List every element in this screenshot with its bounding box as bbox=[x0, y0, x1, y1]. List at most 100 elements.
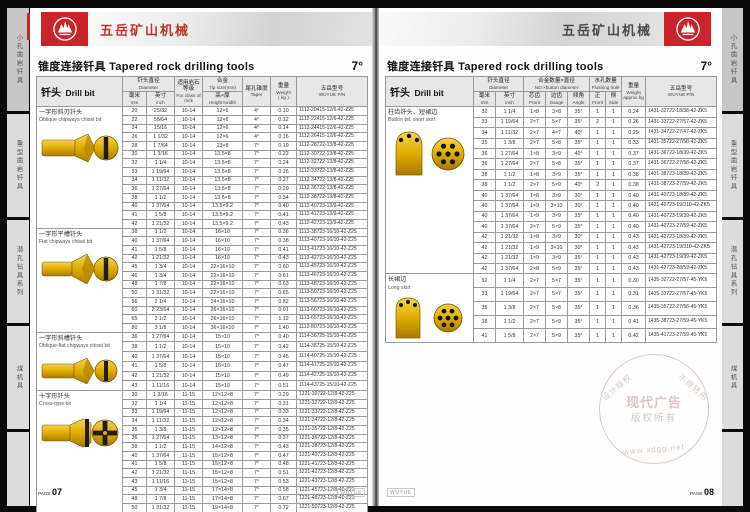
table-cell: 7° bbox=[242, 331, 272, 343]
table-cell: 13.5×8 bbox=[202, 158, 244, 168]
table-cell: 1 11/32 bbox=[145, 175, 176, 186]
table-row: 48 1 7/8 11-15 17×14×8 7° 0.67 1221-48723-12/8… bbox=[37, 494, 369, 504]
table-cell: 10-14 bbox=[174, 351, 204, 362]
table-cell: 7° bbox=[242, 476, 272, 487]
copyright-watermark-stamp: 设计版权 不得转用 现代广告 版权所有 www.xdgg.net bbox=[597, 352, 711, 466]
bit-group-flat-chisel: 一字形平槽钎头 Flat chipways chisel bit bbox=[36, 227, 123, 333]
table-cell: 15×10 bbox=[202, 380, 244, 392]
right-table-body: 柱齿钎头、短裙边 Button bit, short skirt 32 1 1/4 1×… bbox=[385, 106, 718, 344]
table-row: 43 1 11/16 10-14 15×10 7° 0.51 1114-43725-15/1… bbox=[37, 380, 369, 392]
table-cell: 1112-40723-13/9-42-Z25 bbox=[296, 201, 369, 212]
table-cell: 7° bbox=[242, 314, 272, 324]
table-cell: 22×16×10 bbox=[202, 288, 244, 298]
table-cell: 10-14 bbox=[174, 360, 204, 372]
table-cell: 10-14 bbox=[174, 279, 204, 290]
table-row: 一字形斜刃钎头 Oblique chipways chisel bit 20 25/3… bbox=[36, 106, 369, 229]
table-cell: 3×9 bbox=[545, 168, 569, 181]
table-cell: 5×8 bbox=[545, 137, 569, 150]
table-cell: 1 3/8 bbox=[494, 300, 525, 316]
table-cell: 7° bbox=[242, 244, 272, 255]
page-title-text: 锥度连接钎具 Tapered rock drilling tools bbox=[38, 61, 255, 73]
table-cell: 1 bbox=[605, 287, 623, 302]
table-cell: 25/32 bbox=[145, 106, 176, 116]
table-row: 26 1 1/32 10-14 12×6 4° 0.16 1112-26415-12/6-4… bbox=[37, 132, 369, 142]
table-cell: 10-14 bbox=[174, 158, 204, 168]
table-cell: 0.37 bbox=[621, 148, 647, 160]
table-row: 42 1 21/32 10-14 16×10 7° 0.43 1113-42723-16/1… bbox=[37, 253, 369, 264]
table-row: 38 1 1/2 11-15 14×12×8 7° 0.43 1221-38723-12/8… bbox=[37, 442, 369, 452]
table-cell: 7° bbox=[242, 351, 272, 362]
table-cell: 1 bbox=[605, 328, 623, 344]
table-cell: 0.42 bbox=[270, 341, 298, 353]
table-cell: 2×7 bbox=[523, 158, 547, 170]
table-cell: 3×9 bbox=[545, 252, 569, 265]
table-row: 柱齿钎头、短裙边 Button bit, short skirt 32 1 1/4 1×… bbox=[385, 106, 718, 275]
table-cell: 0.31 bbox=[270, 398, 298, 409]
table-cell: 3 1/8 bbox=[145, 323, 176, 333]
table-cell: 0.24 bbox=[270, 158, 298, 168]
table-cell: 1431-36722-27/58-42-ZK5 bbox=[645, 158, 718, 170]
table-cell: 12×6 bbox=[202, 114, 244, 125]
table-cell: 0.41 bbox=[621, 314, 647, 330]
col-diameter: 钎头直径 Diameter bbox=[121, 75, 176, 93]
table-cell: 1 27/64 bbox=[145, 433, 176, 444]
table-cell: 10-14 bbox=[174, 192, 204, 203]
left-page-footer: PAGE 07 WUYUE bbox=[38, 487, 365, 497]
table-cell: 1112-41723-13/9-42-Z25 bbox=[296, 210, 369, 220]
table-cell: 5×8 bbox=[545, 158, 569, 170]
table-cell: 11-15 bbox=[174, 450, 204, 461]
table-cell: 11-15 bbox=[174, 459, 204, 470]
table-cell: 38 bbox=[122, 192, 147, 203]
table-cell: 1113-65723-16/10-42-Z25 bbox=[296, 314, 369, 324]
table-cell: 0.29 bbox=[270, 184, 298, 194]
sidebar-left: 小孔凿岩钎具 重型凿岩钎具 潜孔钻具系列 煤机具 bbox=[7, 8, 29, 506]
table-cell: 1 1/4 bbox=[494, 273, 525, 289]
group-name-en: Flat chipways chisel bit bbox=[39, 238, 93, 245]
table-cell: 0.61 bbox=[270, 271, 298, 281]
table-cell: 32 bbox=[473, 273, 496, 289]
table-cell: 36 bbox=[122, 433, 147, 444]
table-cell: 1×8 bbox=[523, 168, 547, 181]
table-cell: 40 bbox=[473, 200, 496, 212]
table-cell: 80 bbox=[122, 323, 147, 333]
table-cell: 40° bbox=[567, 127, 591, 139]
sidebar-tab-label: 煤机具 bbox=[729, 364, 736, 391]
table-cell: 1 bbox=[589, 148, 607, 160]
table-cell: 11-15 bbox=[174, 416, 204, 426]
table-cell: 7° bbox=[242, 271, 272, 281]
table-cell: 1431-34722-27/47-42-ZK5 bbox=[645, 127, 718, 139]
table-cell: 1431-36722-18/39-42-ZK5 bbox=[645, 148, 718, 160]
table-cell: 0.19 bbox=[270, 140, 298, 151]
table-cell: 1×9 bbox=[523, 200, 547, 212]
table-cell: 1 bbox=[589, 168, 607, 181]
table-cell: 1221-32722-12/8-42-Z25 bbox=[296, 398, 369, 409]
table-cell: 42 bbox=[122, 218, 147, 229]
table-row: 40 1 37/64 11-15 15×12×8 7° 0.47 1221-40723-12… bbox=[37, 450, 369, 461]
bit-group-button-short-skirt: 柱齿钎头、短裙边 Button bit, short skirt bbox=[385, 106, 474, 275]
sidebar-tab-label: 重型凿岩钎具 bbox=[729, 140, 736, 191]
table-cell: 2×7 bbox=[523, 127, 547, 139]
table-cell: 0.31 bbox=[621, 287, 647, 302]
table-cell: 0.37 bbox=[270, 433, 298, 444]
oblique-chisel-bit-image bbox=[39, 129, 120, 167]
table-cell: 1221-35722-12/8-42-Z25 bbox=[296, 424, 369, 435]
table-cell: 12×12×8 bbox=[202, 390, 244, 400]
table-cell: 1 21/32 bbox=[494, 231, 525, 244]
table-cell: 11-15 bbox=[174, 433, 204, 444]
table-cell: 16×10 bbox=[202, 236, 244, 246]
cross-type-bit-image bbox=[39, 413, 120, 453]
col-hole-side: 侧 Side bbox=[605, 91, 623, 108]
table-cell: 55/64 bbox=[145, 114, 176, 125]
table-cell: 60 bbox=[122, 305, 147, 316]
watermark-arc-left: 设计版权 bbox=[600, 372, 634, 403]
table-cell: 1 bbox=[605, 106, 623, 118]
table-cell: 1 bbox=[605, 252, 623, 265]
table-row: 48 1 7/8 10-14 22×16×10 7° 0.63 1113-48723-16/… bbox=[37, 279, 369, 290]
banner-strip: 五岳矿山机械 bbox=[88, 12, 373, 46]
table-cell: 1 1/4 bbox=[145, 158, 176, 168]
table-cell: 7° bbox=[242, 341, 272, 353]
table-cell: 16×10 bbox=[202, 244, 244, 255]
table-cell: 0.47 bbox=[270, 450, 298, 461]
table-cell: 35° bbox=[567, 314, 591, 330]
table-cell: 35 bbox=[122, 424, 147, 435]
